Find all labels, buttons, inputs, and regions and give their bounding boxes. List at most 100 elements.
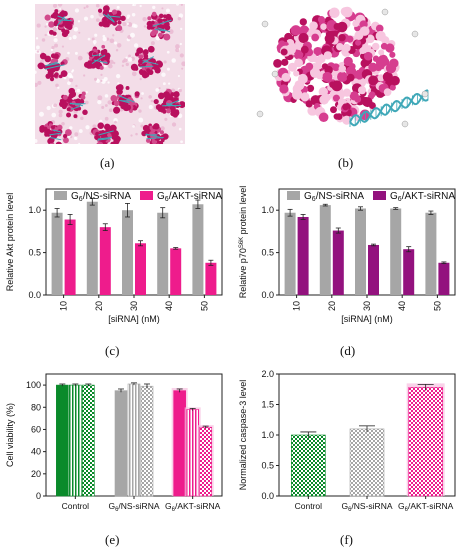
lattice-particle <box>77 20 81 23</box>
lattice-particle <box>100 79 103 82</box>
d-bar <box>438 262 450 295</box>
f-xtick-label: G6/AKT-siRNA <box>398 501 454 513</box>
sirna-strand <box>103 13 115 23</box>
lattice-particle <box>117 82 120 85</box>
free-ion <box>261 20 269 28</box>
d-bar <box>332 230 344 295</box>
e-ytick-label: 60 <box>31 424 41 434</box>
lattice-particle <box>179 42 183 46</box>
lattice-particle <box>127 57 133 62</box>
complex-bead <box>389 84 396 91</box>
dendrimer-bead <box>75 98 82 105</box>
panel-a-image <box>33 2 187 152</box>
lattice-particle <box>33 70 37 74</box>
lattice-particle <box>176 2 179 6</box>
lattice-particle <box>46 22 49 26</box>
lattice-particle <box>180 3 183 6</box>
dendrimer-bead <box>49 77 55 82</box>
complex-bead <box>294 80 305 91</box>
e-ytick-label: 20 <box>31 469 41 479</box>
d-legend-label: G6/AKT-siRNA <box>390 191 455 203</box>
f-bar <box>349 428 385 497</box>
lattice-particle <box>128 54 132 58</box>
complex-bead <box>363 51 373 61</box>
lattice-particle <box>125 62 129 67</box>
lattice-particle <box>41 38 46 42</box>
complex-bead <box>318 87 328 97</box>
dendrimer-bead <box>163 33 171 41</box>
dendrimer-bead <box>49 29 54 35</box>
complex-bead <box>279 84 289 94</box>
c-bar <box>192 204 204 295</box>
lattice-particle <box>78 129 83 133</box>
complex-bead <box>337 71 348 82</box>
complex-bead <box>383 88 392 97</box>
dendrimer-bead <box>44 132 49 137</box>
sirna-strand <box>91 54 102 57</box>
lattice-particle <box>74 8 80 13</box>
dendrimer-bead <box>58 74 63 79</box>
lattice-particle <box>104 94 109 98</box>
lattice-particle <box>92 124 97 129</box>
chart-f-svg: 0.0 0.5 1.0 1.5 2.0 Normalized caspase-3 leve… <box>238 369 456 513</box>
dendrimer-bead <box>152 125 157 130</box>
dendrimer-bead <box>54 9 59 14</box>
c-xtick-label: 10 <box>59 301 69 311</box>
lattice-particle <box>46 105 51 111</box>
lattice-particle <box>165 8 170 13</box>
lattice-particle <box>109 59 114 65</box>
panel-label-d: (d) <box>340 343 356 358</box>
sirna-strand <box>139 65 154 68</box>
dendrimer-bead <box>134 66 139 71</box>
sirna-strand <box>146 136 164 140</box>
dendrimer-bead <box>141 66 146 71</box>
e-ytick-label: 40 <box>31 447 41 457</box>
dendrimer-bead <box>145 125 150 131</box>
complex-bead <box>322 71 333 83</box>
dendrimer-bead <box>172 112 178 118</box>
complex-bead <box>305 62 314 71</box>
complex-bead <box>313 46 323 57</box>
dendrimer-bead <box>73 114 78 119</box>
lattice-particle <box>57 2 63 7</box>
complex-bead <box>319 94 329 105</box>
sirna-strand <box>142 56 154 64</box>
lattice-particle <box>103 76 108 81</box>
complex-bead <box>341 6 353 18</box>
complex-bead <box>375 24 384 33</box>
e-bar <box>173 390 186 497</box>
complex-bead <box>342 88 352 97</box>
lattice-particle <box>140 97 143 100</box>
complex-bead <box>378 49 385 56</box>
dendrimer-bead <box>165 108 171 114</box>
c-xtick-label: 50 <box>199 301 209 311</box>
c-xlabel: [siRNA] (nM) <box>108 314 160 324</box>
d-legend-swatch <box>287 191 300 200</box>
d-xtick-label: 50 <box>432 301 442 311</box>
d-ytick-label: 1.0 <box>261 205 274 215</box>
sirna-strand <box>50 136 62 141</box>
dendrimer-bead <box>53 22 58 27</box>
dendrimer-lattice-illustration <box>33 2 187 152</box>
complex-bead <box>355 39 362 46</box>
lattice-particle <box>67 72 73 78</box>
complex-bead <box>298 32 309 44</box>
lattice-particle <box>102 37 107 42</box>
dendrimer-bead <box>173 91 180 98</box>
dendrimer-bead <box>112 13 120 22</box>
dendrimer-bead <box>142 49 149 55</box>
d-ylabel: Relative p70S6K protein level <box>238 186 248 298</box>
free-ion <box>271 70 279 78</box>
dendrimer-bead <box>113 106 121 114</box>
chart-c-svg: 0.0 0.5 1.0 Relative Akt protein level 10 20 3… <box>5 188 223 324</box>
sirna-strand <box>91 54 106 65</box>
free-ion <box>411 30 419 38</box>
lattice-particle <box>116 5 120 9</box>
sirna-strand <box>46 61 58 66</box>
dendrimer-bead <box>101 19 107 25</box>
lattice-particle <box>67 51 70 55</box>
lattice-particle <box>53 103 57 108</box>
e-bar <box>140 385 154 497</box>
complex-bead <box>346 73 355 82</box>
dendrimer-bead <box>152 63 159 71</box>
